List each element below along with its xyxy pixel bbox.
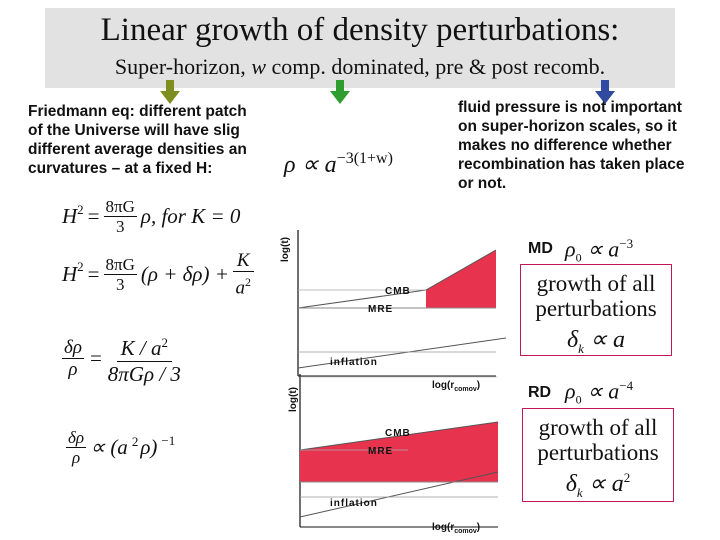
rd-cmb-label: CMB bbox=[385, 428, 411, 439]
md-horizon-lower bbox=[297, 337, 507, 369]
rho-scaling-equation: ρ ∝ a−3(1+w) bbox=[284, 150, 393, 178]
rd-diagram bbox=[299, 374, 499, 528]
arrow-down-icon-blue bbox=[595, 80, 615, 104]
rd-growth-box: growth of all perturbations δk ∝ a2 bbox=[522, 408, 674, 502]
rd-rho-law: ρ0 ∝ a−4 bbox=[565, 378, 634, 407]
md-growth-law: δk ∝ a bbox=[566, 327, 626, 356]
delta-ratio-equation: δρ ρ = K / a2 8πGρ / 3 bbox=[62, 330, 181, 387]
rd-box-line2: perturbations bbox=[537, 440, 659, 465]
md-growth-box: growth of all perturbations δk ∝ a bbox=[520, 264, 672, 356]
rd-horizon-lower bbox=[299, 471, 499, 518]
rd-x-axis-label: log(rcomov) bbox=[432, 522, 481, 535]
md-cmb-label: CMB bbox=[385, 286, 411, 297]
md-x-axis-label: log(rcomov) bbox=[432, 380, 481, 393]
delta-proportional-equation: δρ ρ ∝ (a 2 ρ) −1 bbox=[66, 428, 176, 467]
title-band bbox=[45, 8, 675, 88]
md-y-axis-label: log(t) bbox=[280, 237, 291, 262]
arrow-down-icon-olive bbox=[160, 80, 180, 104]
md-mre-label: MRE bbox=[368, 304, 394, 315]
arrow-down-icon-green bbox=[330, 80, 350, 104]
rd-growth-law: δk ∝ a2 bbox=[565, 470, 631, 500]
friedmann-text: Friedmann eq: different patch of the Uni… bbox=[28, 103, 247, 177]
md-diagram bbox=[297, 230, 507, 377]
md-tag: MD bbox=[528, 240, 553, 257]
rd-red-region bbox=[300, 422, 498, 482]
md-inflation-label: inflation bbox=[330, 357, 378, 368]
rd-tag: RD bbox=[528, 384, 552, 401]
rd-inflation-label: inflation bbox=[330, 498, 378, 509]
slide-title: Linear growth of density perturbations: bbox=[100, 12, 620, 48]
pressure-text: fluid pressure is not important on super… bbox=[458, 99, 685, 192]
md-rho-law: ρ0 ∝ a−3 bbox=[565, 236, 634, 265]
md-red-region bbox=[426, 250, 496, 308]
slide-subtitle: Super-horizon, w comp. dominated, pre & … bbox=[114, 54, 606, 79]
md-box-line2: perturbations bbox=[535, 296, 657, 321]
rd-box-line1: growth of all bbox=[538, 415, 658, 440]
rd-horizon-upper bbox=[299, 421, 499, 451]
md-box-line1: growth of all bbox=[536, 271, 656, 296]
rd-mre-label: MRE bbox=[368, 446, 394, 457]
